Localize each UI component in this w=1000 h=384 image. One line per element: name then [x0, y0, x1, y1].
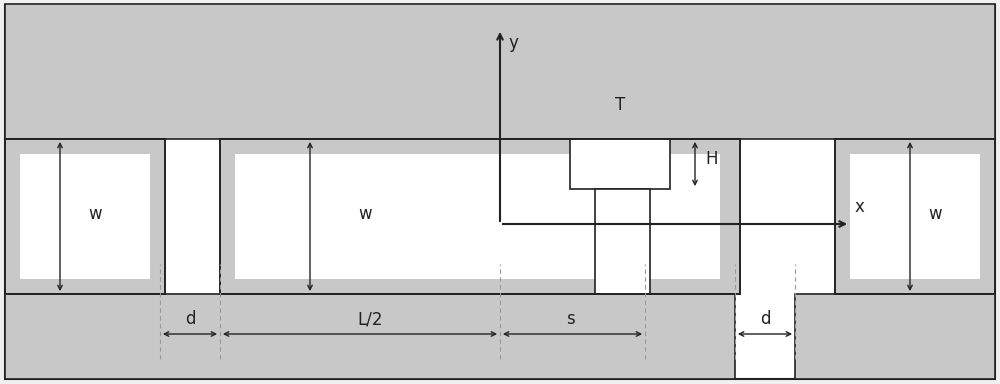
Bar [570, 139, 670, 189]
Bar [5, 139, 165, 294]
Bar [220, 139, 740, 294]
Bar [595, 189, 650, 294]
Bar [5, 294, 735, 379]
Text: y: y [508, 34, 518, 52]
Bar [5, 4, 995, 139]
Bar [5, 139, 165, 294]
Text: L/2: L/2 [357, 310, 383, 328]
Text: H: H [705, 150, 718, 168]
Text: w: w [928, 205, 942, 223]
Text: w: w [88, 205, 102, 223]
Bar [835, 139, 995, 294]
Text: T: T [615, 96, 625, 114]
Text: d: d [760, 310, 770, 328]
Bar [795, 294, 995, 379]
Text: x: x [855, 198, 865, 216]
Bar [20, 154, 150, 279]
Text: s: s [566, 310, 574, 328]
Bar [235, 154, 720, 279]
Text: w: w [358, 205, 372, 223]
Bar [850, 154, 980, 279]
Bar [220, 139, 740, 294]
Bar [835, 139, 995, 294]
Text: d: d [185, 310, 195, 328]
